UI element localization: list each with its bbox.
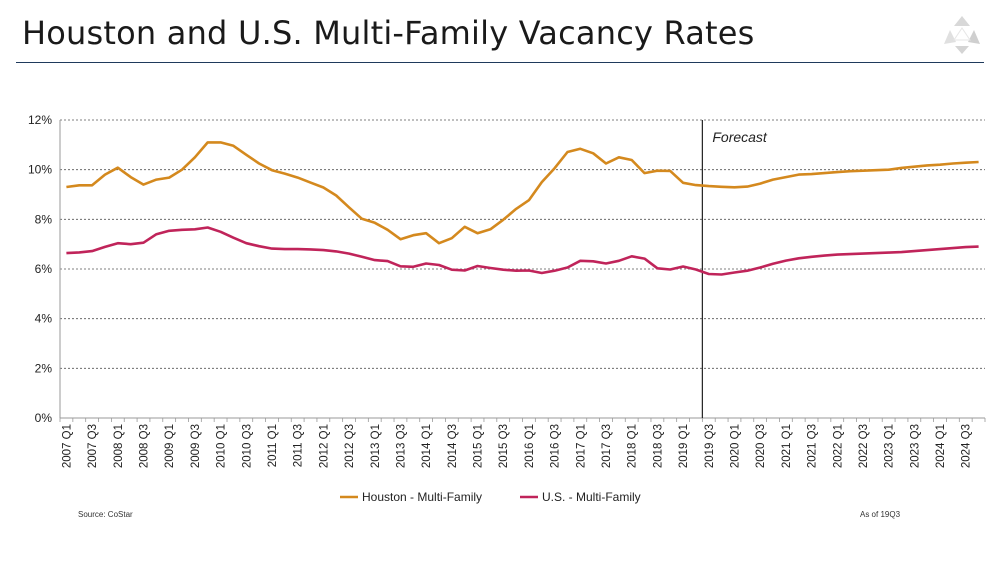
x-tick-label: 2022 Q3 [858, 424, 870, 468]
y-tick-label: 10% [28, 163, 52, 177]
x-tick-label: 2008 Q3 [139, 424, 151, 468]
x-tick-label: 2024 Q1 [935, 424, 947, 468]
title-divider [16, 62, 984, 63]
x-tick-label: 2019 Q1 [678, 424, 690, 468]
x-tick-label: 2013 Q1 [370, 424, 382, 468]
x-tick-label: 2016 Q3 [550, 424, 562, 468]
x-tick-label: 2019 Q3 [704, 424, 716, 468]
x-tick-label: 2015 Q1 [473, 424, 485, 468]
x-tick-label: 2024 Q3 [961, 424, 973, 468]
x-tick-label: 2011 Q3 [293, 424, 305, 467]
us-series-line [66, 226, 979, 276]
x-tick-label: 2009 Q1 [164, 424, 176, 468]
x-tick-label: 2017 Q1 [575, 424, 587, 468]
x-tick-label: 2013 Q3 [395, 424, 407, 468]
x-tick-label: 2016 Q1 [524, 424, 536, 468]
recycle-triangle-logo [944, 16, 980, 54]
y-tick-label: 8% [35, 212, 53, 226]
x-tick-label: 2020 Q1 [729, 424, 741, 468]
x-tick-label: 2007 Q3 [87, 424, 99, 468]
x-tick-label: 2010 Q1 [216, 424, 228, 468]
y-tick-label: 4% [35, 312, 53, 326]
x-tick-label: 2018 Q3 [652, 424, 664, 468]
legend-label: U.S. - Multi-Family [542, 490, 641, 504]
legend-label: Houston - Multi-Family [362, 490, 482, 504]
y-tick-label: 2% [35, 361, 53, 375]
x-tick-label: 2011 Q1 [267, 424, 279, 467]
x-tick-label: 2009 Q3 [190, 424, 202, 468]
page-title: Houston and U.S. Multi-Family Vacancy Ra… [22, 14, 755, 52]
source-note: Source: CoStar [78, 510, 133, 519]
houston-series-line [66, 141, 979, 245]
x-tick-label: 2018 Q1 [627, 424, 639, 468]
x-tick-label: 2023 Q1 [884, 424, 896, 468]
x-tick-label: 2010 Q3 [241, 424, 253, 468]
x-tick-label: 2012 Q3 [344, 424, 356, 468]
x-tick-label: 2014 Q3 [447, 424, 459, 468]
x-tick-label: 2014 Q1 [421, 424, 433, 468]
y-tick-label: 6% [35, 262, 53, 276]
x-tick-label: 2021 Q3 [807, 424, 819, 468]
y-tick-label: 12% [28, 113, 52, 127]
x-tick-label: 2023 Q3 [909, 424, 921, 468]
x-tick-label: 2015 Q3 [498, 424, 510, 468]
x-tick-label: 2007 Q1 [61, 424, 73, 468]
y-tick-label: 0% [35, 411, 53, 425]
as-of-note: As of 19Q3 [860, 510, 901, 519]
x-tick-label: 2021 Q1 [781, 424, 793, 468]
x-tick-label: 2022 Q1 [832, 424, 844, 468]
x-tick-label: 2012 Q1 [318, 424, 330, 468]
forecast-annotation: Forecast [712, 129, 768, 145]
x-tick-label: 2008 Q1 [113, 424, 125, 468]
x-tick-label: 2020 Q3 [755, 424, 767, 468]
x-tick-label: 2017 Q3 [601, 424, 613, 468]
